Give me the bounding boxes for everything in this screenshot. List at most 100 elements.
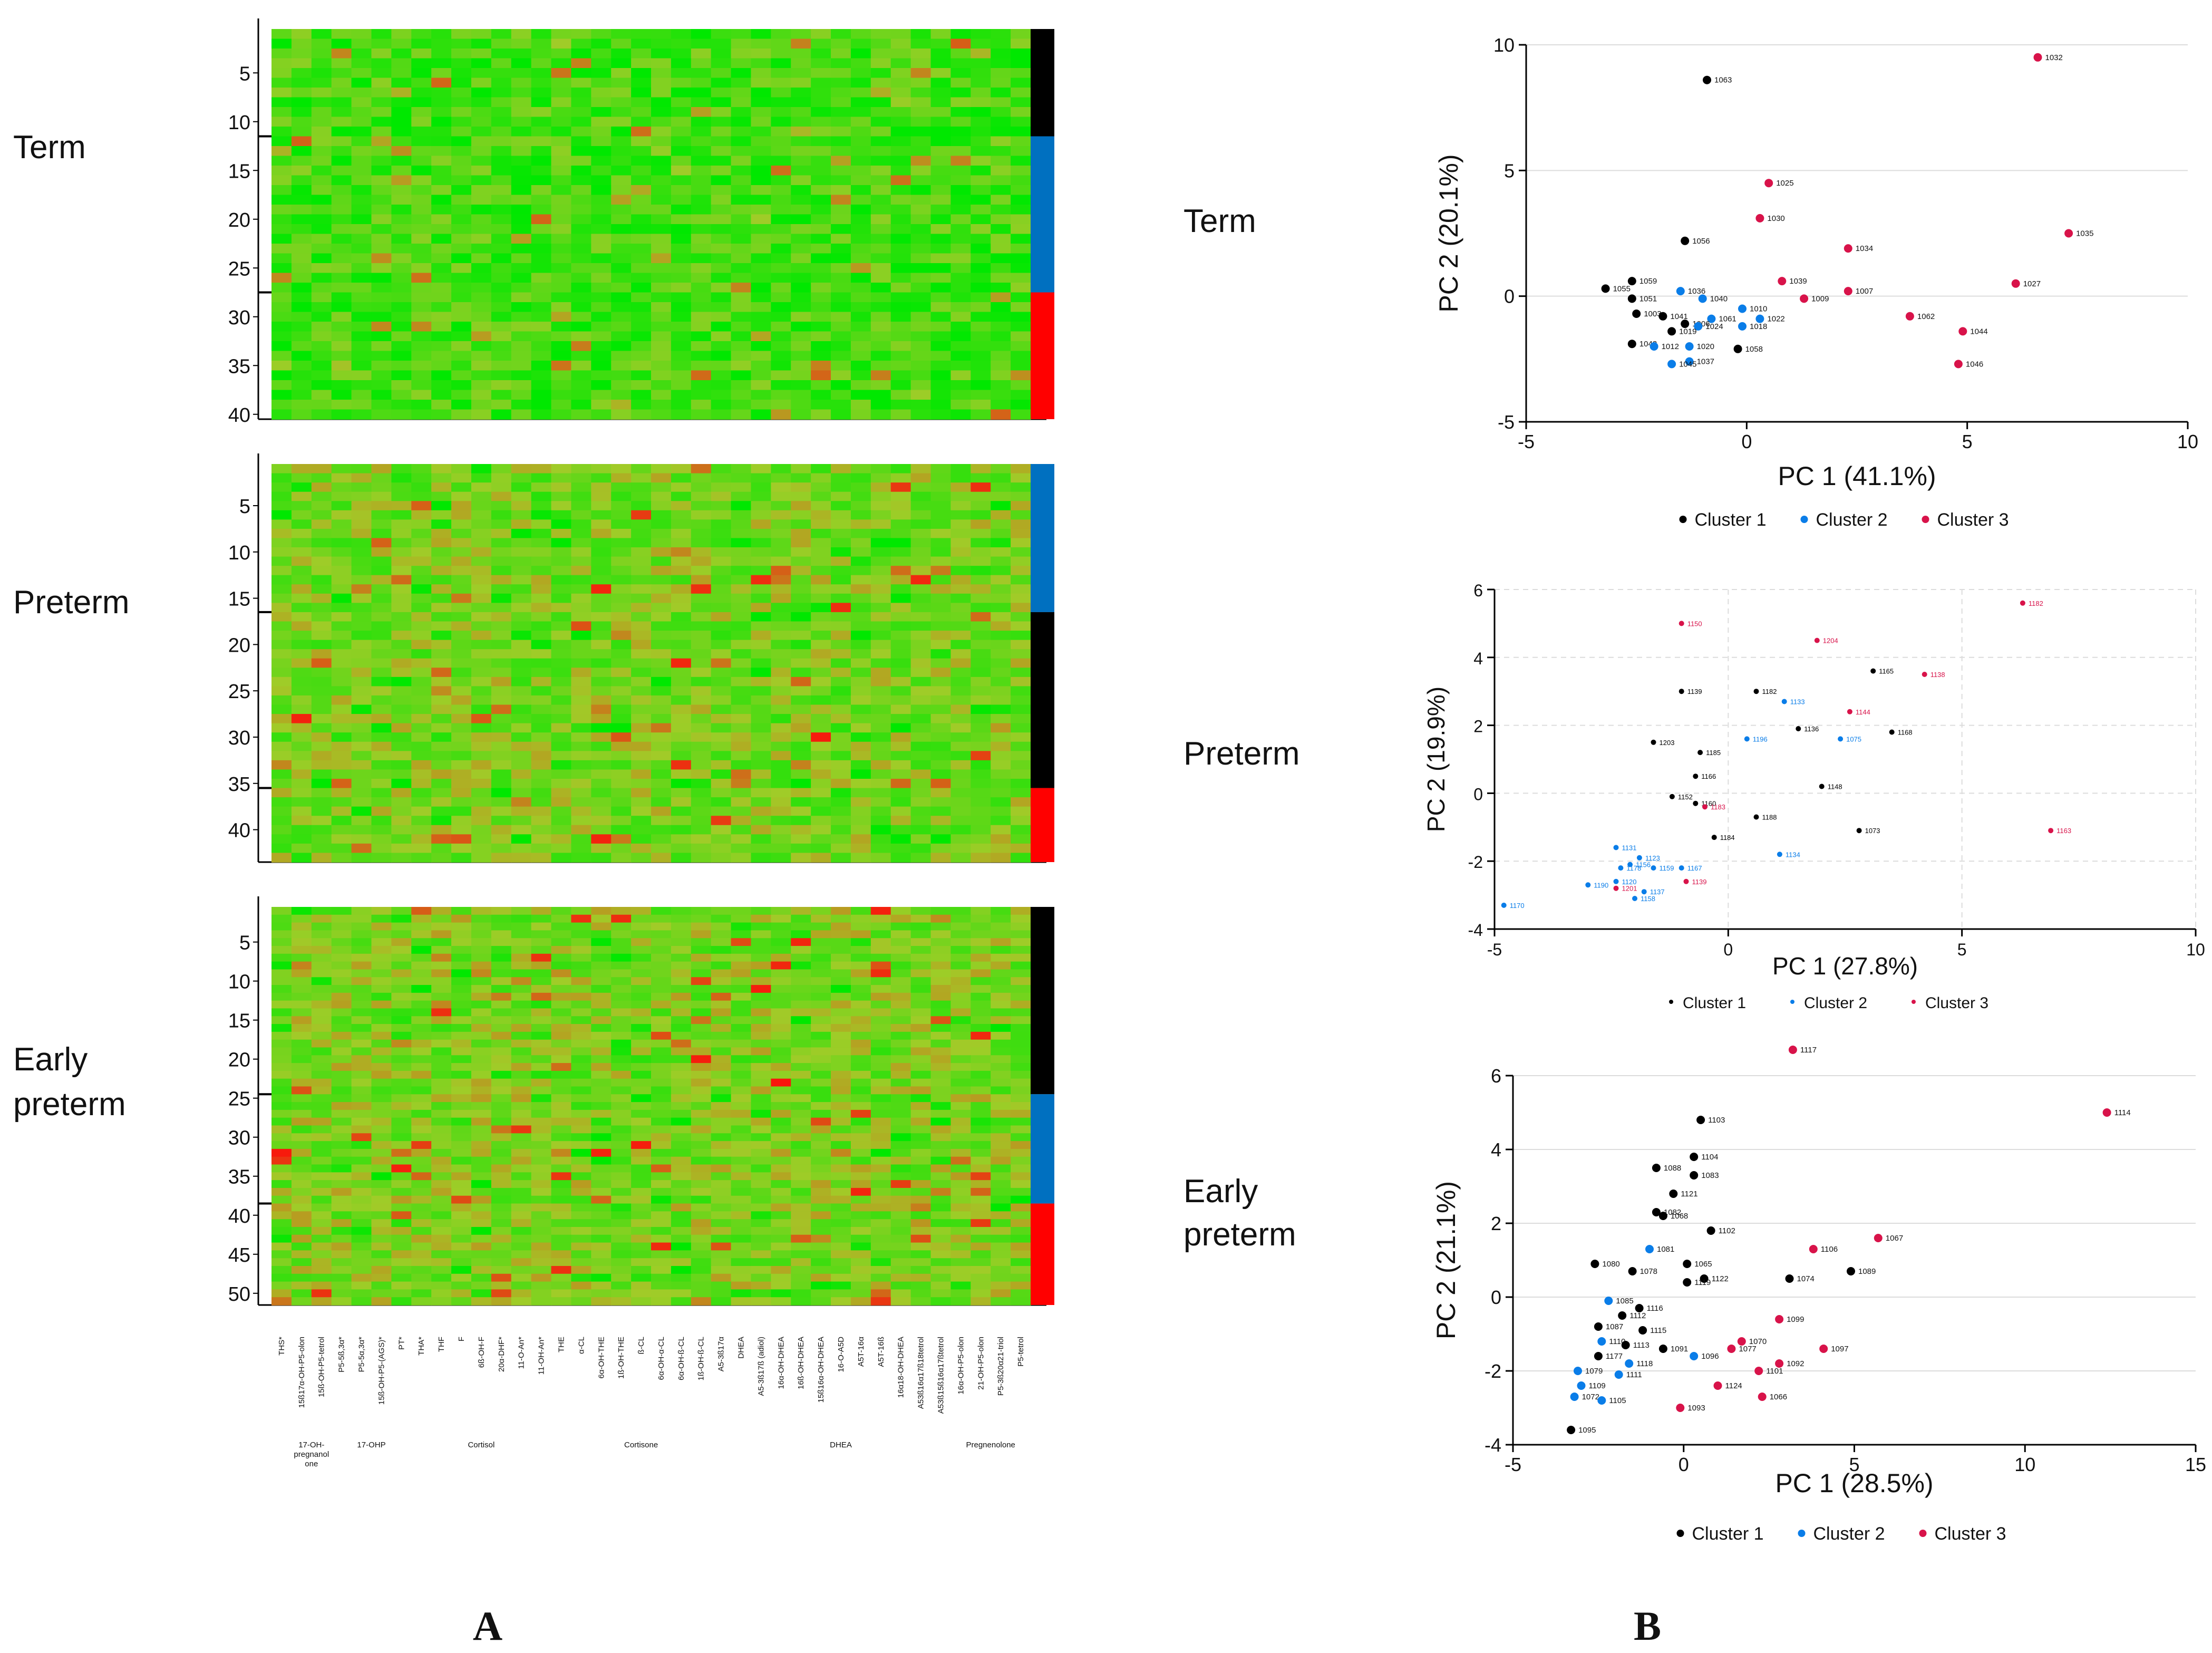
heatmap-cell — [371, 946, 392, 954]
heatmap-cell — [411, 331, 432, 342]
heatmap-cell — [351, 1203, 372, 1212]
heatmap-cell — [711, 195, 732, 205]
heatmap-cell — [591, 482, 612, 492]
heatmap-cell — [451, 1094, 472, 1103]
heatmap-cell — [991, 491, 1011, 502]
heatmap-cell — [791, 1195, 811, 1204]
heatmap-cell — [271, 68, 292, 79]
heatmap-cell — [591, 390, 612, 400]
heatmap-cell — [391, 1141, 412, 1149]
heatmap-cell — [651, 1203, 672, 1212]
heatmap-cell — [971, 263, 992, 274]
heatmap-cell — [1011, 1086, 1031, 1095]
heatmap-cell — [331, 214, 352, 225]
heatmap-cell — [311, 283, 332, 293]
heatmap-cell — [890, 1055, 911, 1064]
heatmap-cell — [611, 1039, 632, 1048]
heatmap-cell — [271, 723, 292, 733]
heatmap-cell — [930, 68, 952, 79]
heatmap-cell — [791, 676, 811, 687]
heatmap-cell — [950, 390, 972, 400]
heatmap-cell — [571, 351, 592, 361]
heatmap-cell — [1011, 1172, 1031, 1181]
cluster-bar-2 — [1031, 612, 1054, 788]
heatmap-cell — [411, 1164, 432, 1173]
heatmap-cell — [391, 732, 412, 742]
heatmap-cell — [651, 1180, 672, 1188]
heatmap-cell — [930, 390, 952, 400]
heatmap-cell — [751, 1211, 772, 1220]
heatmap-cell — [351, 1008, 372, 1017]
heatmap-cell — [611, 834, 632, 844]
heatmap-cell — [731, 825, 752, 835]
heatmap-cell — [351, 1055, 372, 1064]
heatmap-cell — [651, 566, 672, 576]
heatmap-cell — [731, 185, 752, 196]
heatmap-cell — [890, 185, 911, 196]
heatmap-cell — [691, 1102, 712, 1110]
heatmap-cell — [271, 930, 292, 939]
heatmap-cell — [711, 704, 732, 714]
heatmap-cell — [431, 1094, 452, 1103]
heatmap-cell — [591, 1039, 612, 1048]
heatmap-cell — [391, 38, 412, 49]
heatmap-cell — [950, 953, 972, 962]
heatmap-cell — [311, 29, 332, 40]
heatmap-cell — [451, 566, 472, 576]
heatmap-cell — [651, 166, 672, 176]
heatmap-cell — [371, 1039, 392, 1048]
heatmap-cell — [571, 1102, 592, 1110]
heatmap-cell — [890, 302, 911, 313]
heatmap-cell — [311, 732, 332, 742]
heatmap-cell — [691, 1031, 712, 1040]
heatmap-cell — [271, 390, 292, 400]
heatmap-cell — [491, 914, 512, 923]
heatmap-cell — [511, 107, 532, 118]
heatmap-cell — [671, 1125, 692, 1134]
heatmap-cell — [451, 390, 472, 400]
heatmap-cell — [451, 1195, 472, 1204]
heatmap-cell — [651, 992, 672, 1001]
heatmap-cell — [611, 88, 632, 98]
heatmap-cell — [291, 566, 312, 576]
heatmap-cell — [411, 603, 432, 613]
heatmap-cell — [391, 1164, 412, 1173]
heatmap-cell — [371, 409, 392, 420]
heatmap-cell — [351, 961, 372, 970]
heatmap-cell — [451, 491, 472, 502]
heatmap-cell — [311, 1148, 332, 1157]
heatmap-cell — [331, 166, 352, 176]
heatmap-cell — [751, 566, 772, 576]
heatmap-cell — [531, 38, 552, 49]
heatmap-cell — [831, 575, 851, 585]
heatmap-cell — [751, 253, 772, 264]
heatmap-cell — [930, 788, 952, 798]
heatmap-cell — [571, 1211, 592, 1220]
heatmap-cell — [431, 593, 452, 604]
heatmap-cell — [371, 621, 392, 631]
heatmap-cell — [271, 1219, 292, 1227]
heatmap-cell — [691, 205, 712, 215]
heatmap-cell — [411, 1047, 432, 1056]
heatmap-cell — [451, 797, 472, 807]
heatmap-cell — [531, 621, 552, 631]
heatmap-cell — [391, 631, 412, 641]
heatmap-cell — [991, 292, 1011, 303]
heatmap-cell — [311, 741, 332, 752]
heatmap-cell — [850, 907, 871, 915]
heatmap-cell — [671, 961, 692, 970]
heatmap-cell — [870, 621, 891, 631]
heatmap-cell — [950, 695, 972, 705]
heatmap-cell — [411, 519, 432, 529]
heatmap-cell — [291, 1000, 312, 1009]
heatmap-cell — [850, 1187, 871, 1196]
heatmap-cell — [511, 97, 532, 108]
heatmap-cell — [791, 612, 811, 622]
heatmap-cell — [731, 806, 752, 817]
heatmap-cell — [331, 649, 352, 659]
heatmap-cell — [850, 732, 871, 742]
heatmap-cell — [531, 482, 552, 492]
heatmap-cell — [611, 58, 632, 69]
heatmap-cell — [651, 1148, 672, 1157]
heatmap-cell — [471, 1226, 492, 1235]
